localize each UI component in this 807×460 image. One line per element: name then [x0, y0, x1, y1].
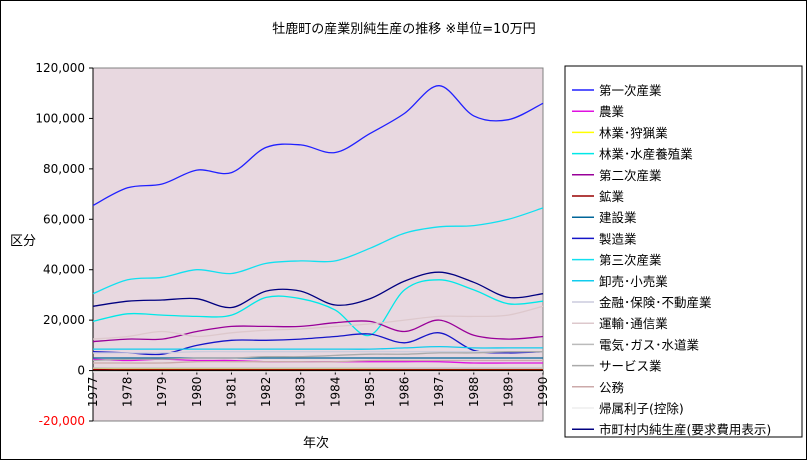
y-tick-label: 0 [77, 364, 85, 378]
legend-label: 公務 [599, 380, 625, 395]
series-line-4 [92, 279, 544, 337]
x-axis-ticks: 1977 1978 1979 1980 1981 1982 1983 1984 1985 1986… [86, 370, 550, 408]
series-line-12 [92, 305, 544, 340]
x-tick-label: 1977 [86, 377, 100, 408]
y-tick-label: 20,000 [43, 313, 85, 327]
x-tick-label: 1987 [432, 377, 446, 408]
x-tick-label: 1983 [294, 377, 308, 408]
series-line-10 [92, 345, 543, 350]
y-tick-label: 120,000 [35, 61, 85, 75]
y-tick-label: 100,000 [35, 111, 85, 125]
y-tick-label: -20,000 [39, 414, 85, 428]
x-tick-label: 1990 [536, 377, 550, 408]
x-tick-label: 1985 [363, 377, 377, 408]
chart-title: 牡鹿町の産業別純生産の推移 ※単位=10万円 [272, 21, 535, 37]
series-line-1 [92, 85, 544, 206]
x-tick-label: 1989 [501, 377, 515, 408]
legend-items: 第一次産業農業林業･狩猟業林業･水産養殖業第二次産業鉱業建設業製造業第三次産業卸… [572, 83, 771, 437]
series-line-17 [92, 271, 544, 309]
y-tick-label: 60,000 [43, 212, 85, 226]
x-axis-label: 年次 [303, 435, 329, 451]
legend-label: 農業 [599, 104, 625, 119]
series-line-9 [92, 207, 544, 295]
legend-label: 運輸･通信業 [599, 316, 668, 331]
x-tick-label: 1988 [467, 377, 481, 408]
legend-label: 卸売･小売業 [599, 274, 668, 289]
legend-label: 帰属利子(控除) [599, 401, 684, 416]
legend-label: 建設業 [599, 210, 637, 225]
x-tick-label: 1978 [121, 377, 135, 408]
legend-label: 林業･水産養殖業 [599, 147, 693, 162]
y-axis-ticks: -20,000 0 20,000 40,000 60,000 80,000 100,000 1… [35, 61, 94, 428]
series-line-14 [92, 350, 544, 362]
x-tick-label: 1981 [224, 377, 238, 408]
legend-label: 金融･保険･不動産業 [599, 295, 712, 310]
series-line-15 [92, 359, 543, 364]
y-axis-label: 区分 [10, 234, 36, 249]
legend-label: 第一次産業 [599, 83, 662, 98]
x-tick-label: 1984 [328, 377, 342, 408]
legend-label: 第二次産業 [599, 168, 662, 183]
series-line-8 [92, 332, 544, 356]
legend-label: 鉱業 [599, 189, 625, 204]
legend-label: 林業･狩猟業 [599, 125, 668, 140]
legend-label: 第三次産業 [599, 253, 662, 268]
legend-label: 電気･ガス･水道業 [599, 337, 700, 352]
x-tick-label: 1979 [155, 377, 169, 408]
series-line-5 [92, 319, 544, 343]
x-tick-label: 1986 [398, 377, 412, 408]
y-tick-label: 80,000 [43, 162, 85, 176]
y-tick-label: 40,000 [43, 263, 85, 277]
x-tick-label: 1982 [259, 377, 273, 408]
legend-label: サービス業 [599, 359, 662, 374]
series-line-11 [92, 350, 543, 354]
legend [564, 65, 803, 438]
legend-label: 製造業 [599, 231, 637, 246]
legend-label: 市町村内純生産(要求費用表示) [599, 422, 771, 437]
series-lines [92, 85, 544, 373]
x-tick-label: 1980 [190, 377, 204, 408]
